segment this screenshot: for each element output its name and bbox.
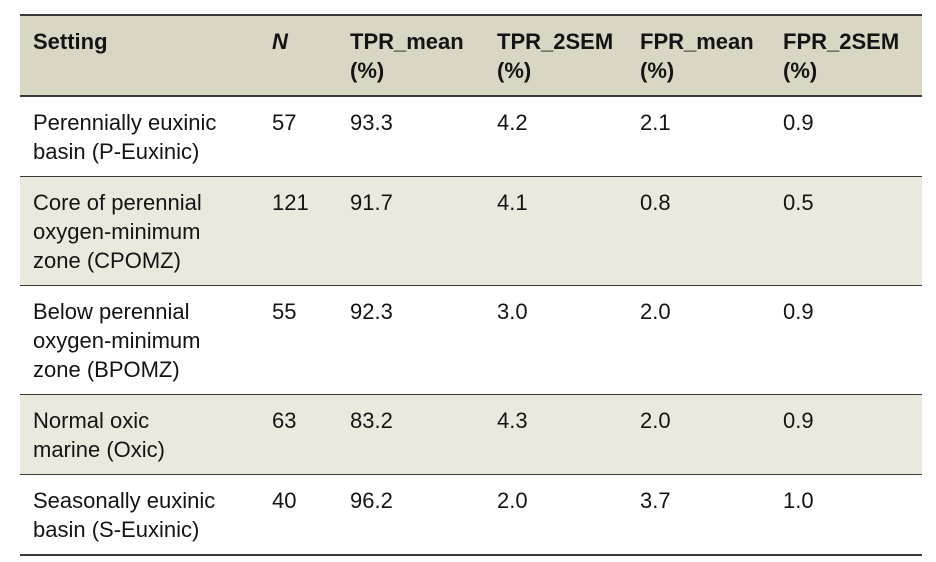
cell-tpr-2sem: 4.1 xyxy=(484,176,627,286)
cell-fpr-mean: 0.8 xyxy=(627,176,770,286)
column-header-n-label: N xyxy=(272,29,288,54)
cell-tpr-mean: 83.2 xyxy=(337,394,484,475)
table-row-bpomz: Below perennial oxygen-minimum zone (BPO… xyxy=(20,285,922,395)
cell-fpr-mean: 2.0 xyxy=(627,394,770,475)
cell-tpr-2sem: 3.0 xyxy=(484,285,627,395)
cell-tpr-2sem: 4.2 xyxy=(484,96,627,177)
cell-setting: Below perennial oxygen-minimum zone (BPO… xyxy=(20,285,259,395)
column-header-fpr-2sem-label: FPR_2SEM xyxy=(783,29,900,54)
column-header-tpr-mean-unit: (%) xyxy=(350,58,385,83)
cell-tpr-mean: 93.3 xyxy=(337,96,484,177)
table-header: Setting N TPR_mean (%) TPR_2SEM (%) FPR_… xyxy=(20,14,922,97)
cell-fpr-mean: 2.1 xyxy=(627,96,770,177)
cell-setting: Perennially euxinic basin (P-Euxinic) xyxy=(20,96,259,177)
cell-tpr-mean: 91.7 xyxy=(337,176,484,286)
column-header-tpr-2sem-label: TPR_2SEM xyxy=(497,29,614,54)
column-header-fpr-mean-unit: (%) xyxy=(640,58,675,83)
cell-fpr-mean: 3.7 xyxy=(627,474,770,556)
cell-n: 55 xyxy=(259,285,337,395)
header-row: Setting N TPR_mean (%) TPR_2SEM (%) FPR_… xyxy=(20,14,922,97)
cell-tpr-2sem: 2.0 xyxy=(484,474,627,556)
cell-tpr-2sem: 4.3 xyxy=(484,394,627,475)
column-header-fpr-mean: FPR_mean (%) xyxy=(627,14,770,97)
cell-n: 121 xyxy=(259,176,337,286)
cell-n: 57 xyxy=(259,96,337,177)
column-header-tpr-mean: TPR_mean (%) xyxy=(337,14,484,97)
cell-fpr-2sem: 1.0 xyxy=(770,474,922,556)
table-body: Perennially euxinic basin (P-Euxinic) 57… xyxy=(20,96,922,556)
column-header-tpr-2sem: TPR_2SEM (%) xyxy=(484,14,627,97)
cell-setting: Seasonally euxinic basin (S-Euxinic) xyxy=(20,474,259,556)
column-header-setting-label: Setting xyxy=(33,29,108,54)
column-header-setting: Setting xyxy=(20,14,259,97)
cell-fpr-2sem: 0.9 xyxy=(770,285,922,395)
table-row-oxic: Normal oxic marine (Oxic) 63 83.2 4.3 2.… xyxy=(20,394,922,475)
cell-fpr-2sem: 0.9 xyxy=(770,394,922,475)
column-header-tpr-2sem-unit: (%) xyxy=(497,58,532,83)
table-row-s-euxinic: Seasonally euxinic basin (S-Euxinic) 40 … xyxy=(20,474,922,556)
column-header-fpr-2sem: FPR_2SEM (%) xyxy=(770,14,922,97)
cell-fpr-2sem: 0.9 xyxy=(770,96,922,177)
cell-tpr-mean: 92.3 xyxy=(337,285,484,395)
cell-n: 63 xyxy=(259,394,337,475)
cell-n: 40 xyxy=(259,474,337,556)
column-header-fpr-2sem-unit: (%) xyxy=(783,58,818,83)
cell-fpr-2sem: 0.5 xyxy=(770,176,922,286)
cell-fpr-mean: 2.0 xyxy=(627,285,770,395)
cell-setting: Normal oxic marine (Oxic) xyxy=(20,394,259,475)
column-header-tpr-mean-label: TPR_mean xyxy=(350,29,464,54)
results-table: Setting N TPR_mean (%) TPR_2SEM (%) FPR_… xyxy=(20,14,922,556)
column-header-n: N xyxy=(259,14,337,97)
column-header-fpr-mean-label: FPR_mean xyxy=(640,29,754,54)
table-row-p-euxinic: Perennially euxinic basin (P-Euxinic) 57… xyxy=(20,96,922,177)
cell-setting: Core of perennial oxygen-minimum zone (C… xyxy=(20,176,259,286)
table-row-cpomz: Core of perennial oxygen-minimum zone (C… xyxy=(20,176,922,286)
cell-tpr-mean: 96.2 xyxy=(337,474,484,556)
